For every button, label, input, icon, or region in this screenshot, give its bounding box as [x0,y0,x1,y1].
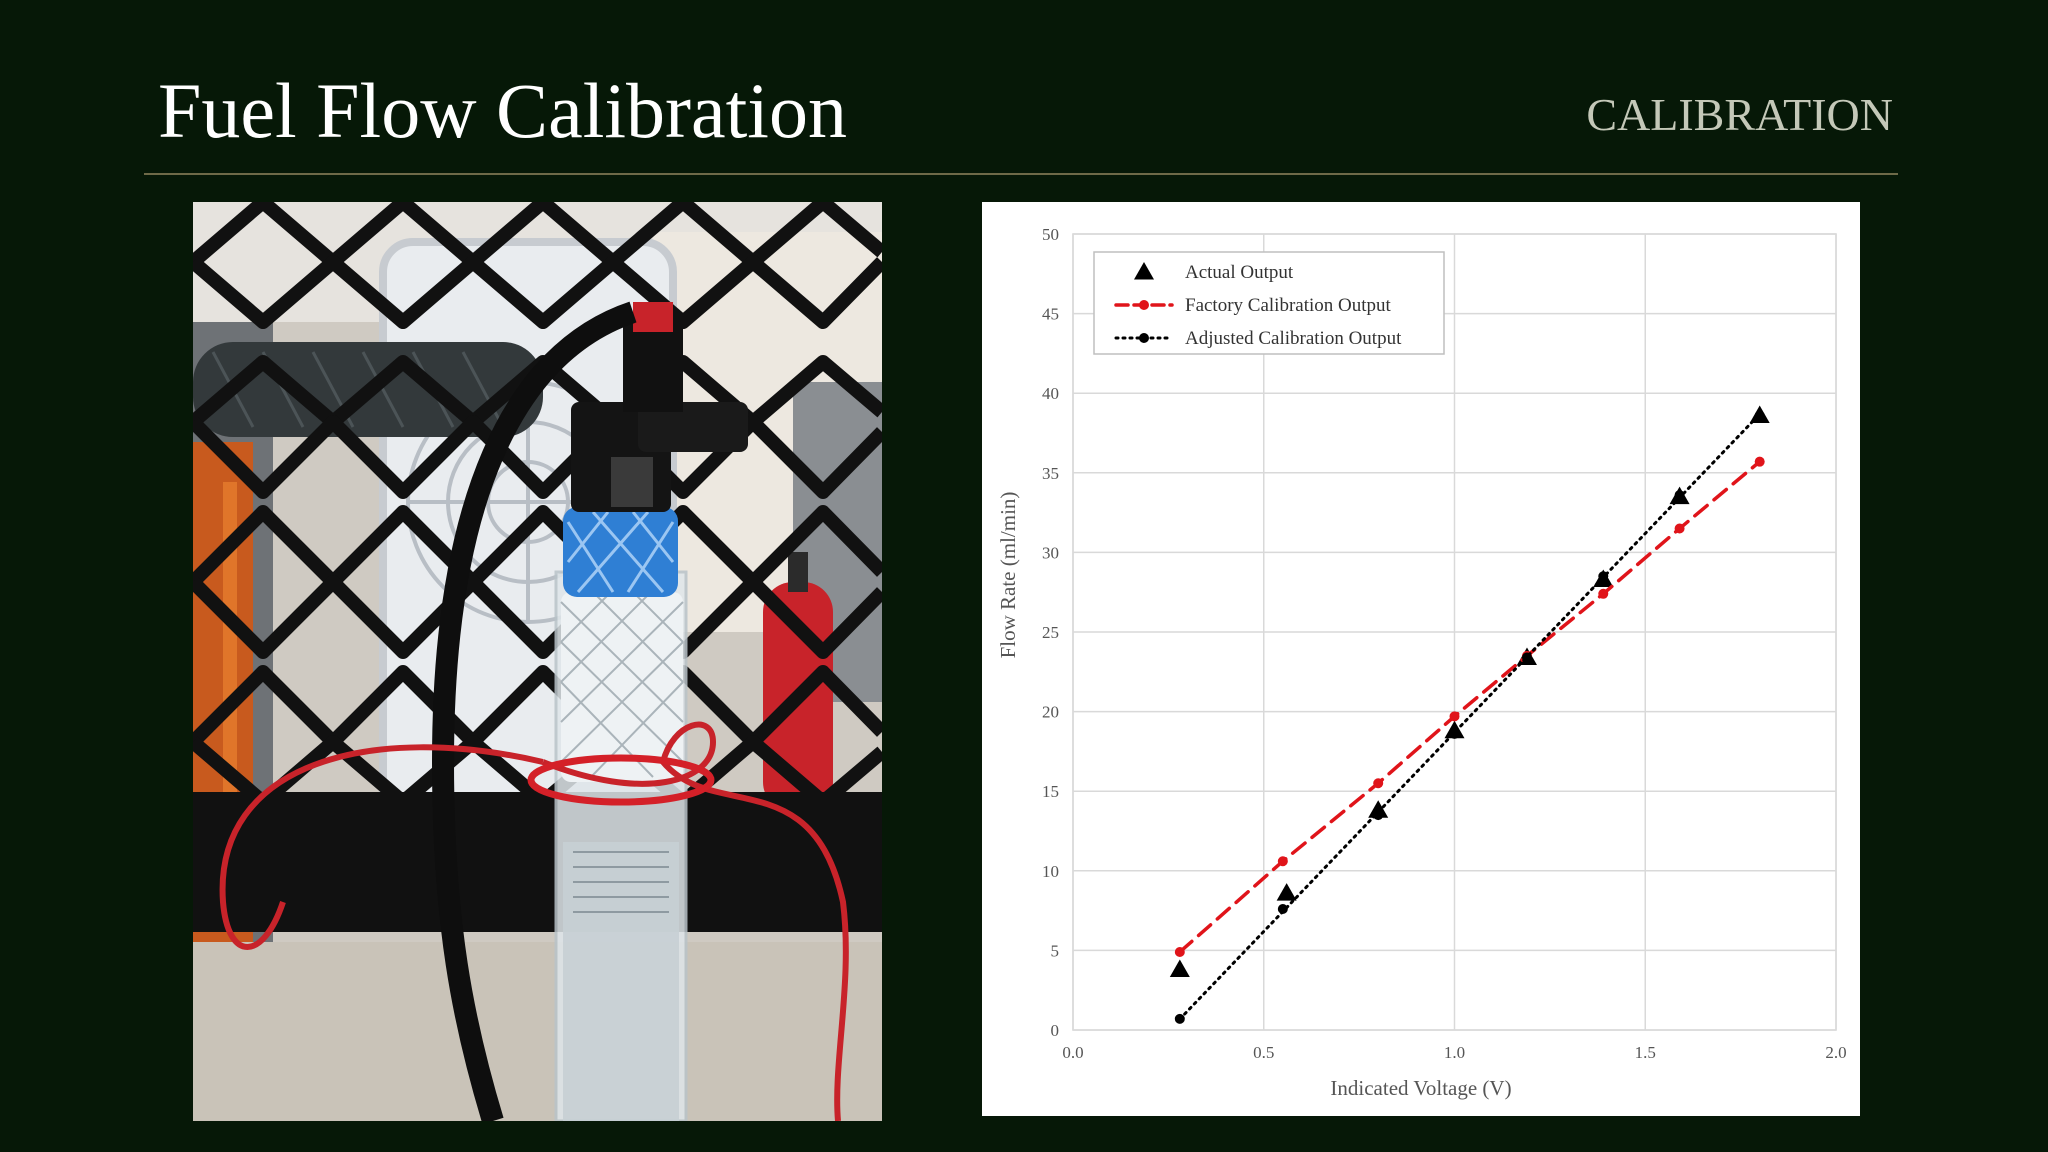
data-point-series-2 [1277,904,1288,915]
series-line-1 [1178,459,1762,954]
data-point-series-1 [1674,523,1685,534]
data-point-series-1 [1174,946,1185,957]
data-point-series-2 [1674,490,1685,501]
y-tick-label: 20 [1042,703,1059,722]
title-divider [144,173,1898,175]
x-tick-label: 1.5 [1635,1043,1656,1062]
slide-title: Fuel Flow Calibration [158,67,847,154]
data-point-series-1 [1598,588,1609,599]
legend-marker [1134,262,1154,280]
legend-entry-label: Adjusted Calibration Output [1185,328,1402,349]
y-tick-label: 30 [1042,543,1059,562]
fuel-injector-test-rig-photo [193,202,882,1121]
data-point-series-2 [1373,810,1384,821]
y-tick-label: 50 [1042,225,1059,244]
section-label: CALIBRATION [1586,89,1893,140]
y-tick-label: 25 [1042,623,1059,642]
x-axis-title: Indicated Voltage (V) [1330,1076,1511,1100]
y-tick-label: 45 [1042,305,1059,324]
data-point-series-2 [1754,410,1765,421]
data-point-series-0 [1169,959,1190,978]
data-point-series-0 [1276,883,1297,901]
chart-legend: Actual Output Factory Calibration Output A… [1093,251,1445,355]
x-tick-label: 2.0 [1825,1043,1846,1062]
series-line-2 [1178,412,1762,1021]
legend-entry-label: Actual Output [1185,262,1294,283]
data-point-series-1 [1754,456,1765,467]
legend-entry-label: Factory Calibration Output [1185,295,1392,316]
y-tick-label: 10 [1042,862,1059,881]
x-tick-label: 1.0 [1444,1043,1465,1062]
y-tick-label: 40 [1042,384,1059,403]
data-point-series-2 [1174,1013,1185,1024]
y-tick-label: 15 [1042,782,1059,801]
data-point-series-0 [1368,800,1389,818]
flow-calibration-chart: 0 5 10 15 20 25 30 35 40 45 50 0.0 0.5 1.0 1.5 2.0 Indi… [982,202,1860,1116]
y-tick-label: 5 [1051,941,1060,960]
x-tick-label: 0.0 [1062,1043,1083,1062]
legend-marker [1139,333,1149,343]
data-point-series-2 [1449,728,1460,739]
x-tick-label: 0.5 [1253,1043,1274,1062]
y-axis-title: Flow Rate (ml/min) [996,492,1020,659]
data-point-series-2 [1521,652,1532,663]
data-point-series-1 [1373,778,1384,789]
data-point-series-2 [1598,571,1609,582]
data-point-series-1 [1449,711,1460,722]
data-point-series-1 [1277,856,1288,867]
legend-marker [1139,300,1149,310]
y-tick-label: 35 [1042,464,1059,483]
y-tick-label: 0 [1051,1021,1060,1040]
